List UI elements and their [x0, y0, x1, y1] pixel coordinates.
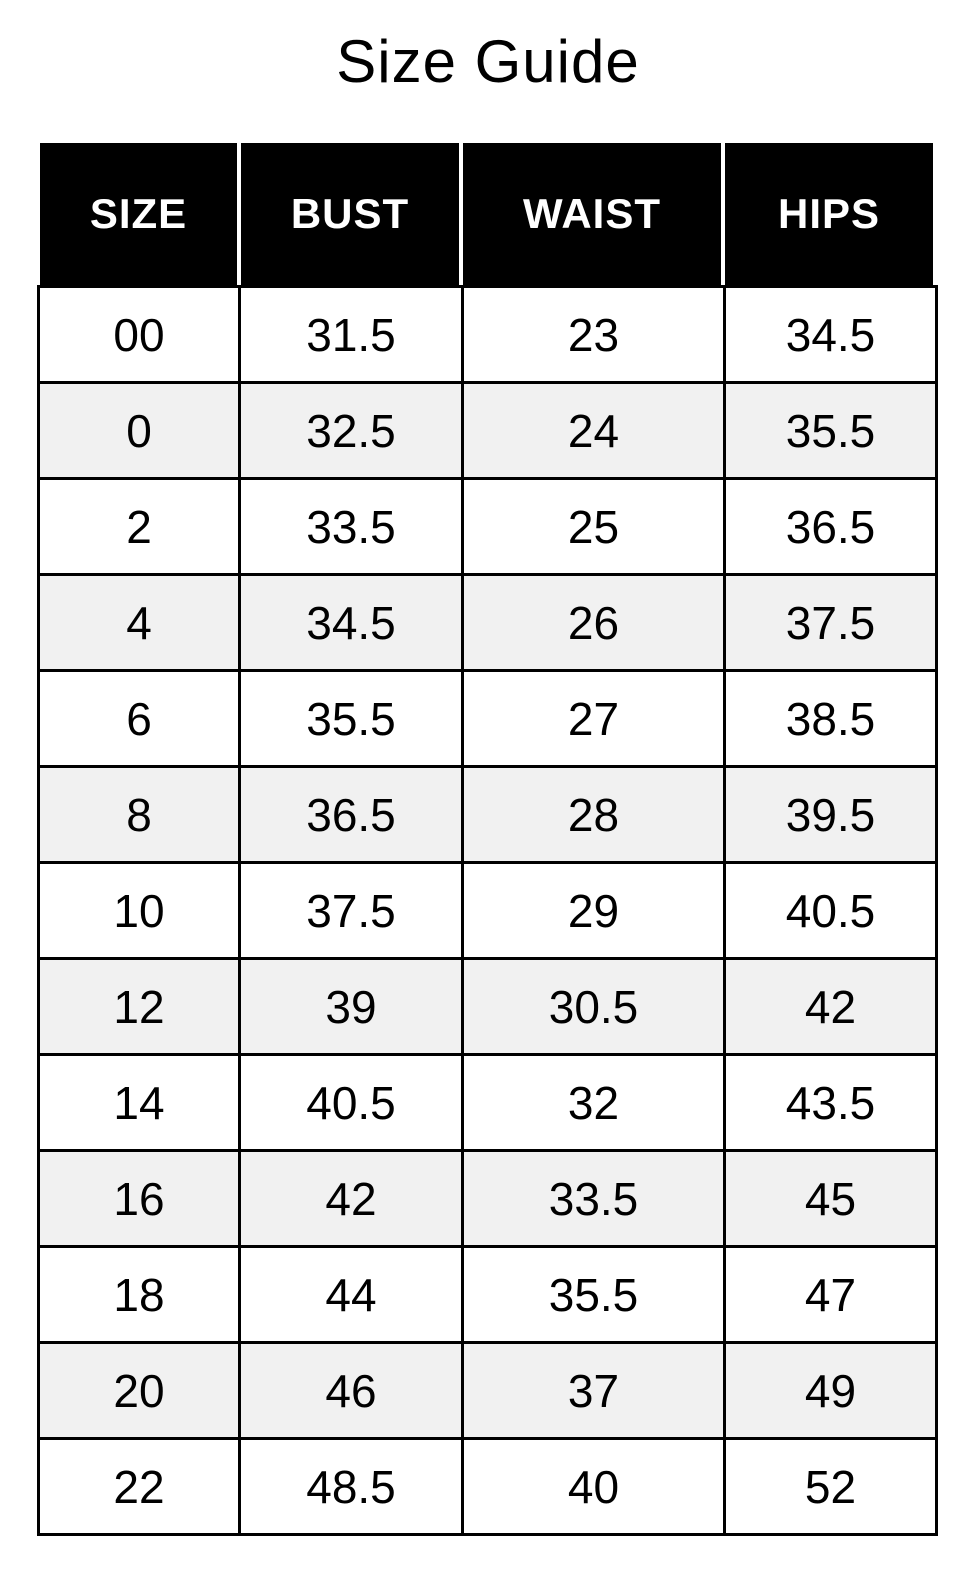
cell-hips: 39.5: [726, 768, 935, 861]
cell-size: 0: [40, 384, 238, 477]
cell-size: 14: [40, 1056, 238, 1149]
cell-waist: 35.5: [464, 1248, 723, 1341]
cell-bust: 42: [241, 1152, 461, 1245]
cell-bust: 31.5: [241, 288, 461, 381]
cell-waist: 26: [464, 576, 723, 669]
cell-size: 12: [40, 960, 238, 1053]
cell-bust: 34.5: [241, 576, 461, 669]
cell-size: 2: [40, 480, 238, 573]
cell-hips: 52: [726, 1440, 935, 1533]
cell-size: 00: [40, 288, 238, 381]
cell-hips: 45: [726, 1152, 935, 1245]
size-table-header: SIZE BUST WAIST HIPS: [40, 143, 933, 285]
cell-waist: 30.5: [464, 960, 723, 1053]
cell-size: 16: [40, 1152, 238, 1245]
cell-size: 20: [40, 1344, 238, 1437]
cell-hips: 43.5: [726, 1056, 935, 1149]
cell-hips: 40.5: [726, 864, 935, 957]
cell-hips: 34.5: [726, 288, 935, 381]
cell-waist: 40: [464, 1440, 723, 1533]
cell-bust: 48.5: [241, 1440, 461, 1533]
cell-waist: 33.5: [464, 1152, 723, 1245]
header-size: SIZE: [40, 143, 237, 285]
cell-bust: 33.5: [241, 480, 461, 573]
cell-bust: 32.5: [241, 384, 461, 477]
cell-size: 22: [40, 1440, 238, 1533]
cell-hips: 37.5: [726, 576, 935, 669]
cell-size: 8: [40, 768, 238, 861]
cell-hips: 38.5: [726, 672, 935, 765]
cell-waist: 28: [464, 768, 723, 861]
cell-size: 6: [40, 672, 238, 765]
cell-waist: 23: [464, 288, 723, 381]
cell-hips: 36.5: [726, 480, 935, 573]
cell-waist: 24: [464, 384, 723, 477]
header-waist: WAIST: [463, 143, 721, 285]
cell-waist: 29: [464, 864, 723, 957]
cell-bust: 35.5: [241, 672, 461, 765]
cell-size: 10: [40, 864, 238, 957]
cell-hips: 47: [726, 1248, 935, 1341]
cell-bust: 37.5: [241, 864, 461, 957]
page-title: Size Guide: [336, 28, 640, 95]
cell-size: 4: [40, 576, 238, 669]
cell-bust: 46: [241, 1344, 461, 1437]
cell-waist: 37: [464, 1344, 723, 1437]
cell-hips: 49: [726, 1344, 935, 1437]
cell-hips: 42: [726, 960, 935, 1053]
cell-bust: 44: [241, 1248, 461, 1341]
cell-bust: 39: [241, 960, 461, 1053]
cell-waist: 32: [464, 1056, 723, 1149]
cell-waist: 25: [464, 480, 723, 573]
cell-bust: 36.5: [241, 768, 461, 861]
size-table-body: 00 31.5 23 34.5 0 32.5 24 35.5 2 33.5 25 36.5 4 34.5 2…: [37, 285, 938, 1536]
cell-size: 18: [40, 1248, 238, 1341]
cell-bust: 40.5: [241, 1056, 461, 1149]
cell-waist: 27: [464, 672, 723, 765]
header-hips: HIPS: [725, 143, 933, 285]
header-bust: BUST: [241, 143, 459, 285]
cell-hips: 35.5: [726, 384, 935, 477]
